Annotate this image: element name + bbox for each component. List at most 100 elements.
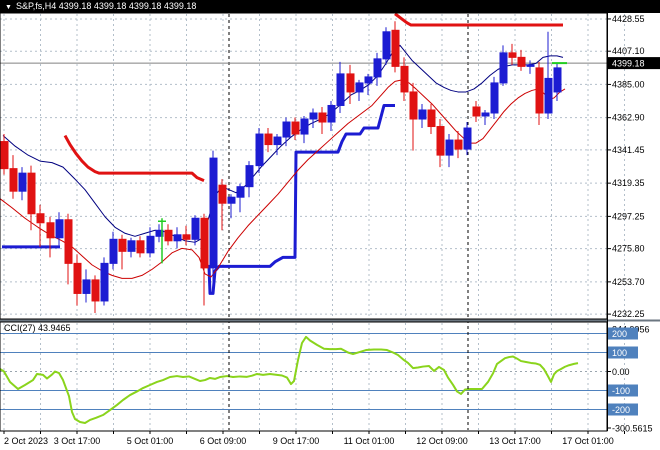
candle-body [245, 165, 254, 188]
candle-body [508, 52, 517, 58]
candle [355, 79, 364, 101]
candle [282, 117, 291, 147]
candle-body [264, 133, 273, 146]
candle [382, 27, 391, 65]
price-axis[interactable]: 4428.55 4407.10 4385.00 4362.90 4341.45 4319.… [608, 14, 660, 319]
candle [136, 236, 145, 258]
time-axis-label: 17 Oct 01:00 [562, 436, 614, 446]
candle [300, 116, 309, 144]
candle [164, 224, 173, 246]
candle-body [544, 77, 553, 114]
candle-body [64, 219, 73, 264]
candle-body [218, 184, 227, 204]
candle [227, 194, 236, 219]
candle-body [463, 127, 472, 150]
price-axis-label: 4341.45 [612, 145, 645, 155]
candle [318, 106, 327, 135]
candle-body [517, 56, 526, 67]
candle-body [382, 31, 391, 60]
candle [9, 155, 18, 199]
candle-body [236, 186, 245, 198]
candle-body [472, 106, 481, 117]
price-axis-label: 4428.55 [612, 14, 645, 24]
price-axis-label: 4319.35 [612, 178, 645, 188]
candle [155, 224, 164, 243]
candle-body [255, 133, 264, 167]
candle-body [191, 217, 200, 240]
trend-step-line-down [63, 134, 205, 183]
candle [364, 73, 373, 95]
chart-header: ▼ S&P,fs,H4 4399.18 4399.18 4399.18 4399.… [0, 0, 660, 13]
candle-body [418, 109, 427, 120]
time-axis-label: 9 Oct 17:00 [273, 436, 320, 446]
candle-body [553, 67, 562, 93]
candle [499, 45, 508, 86]
candle [264, 128, 273, 153]
candle-body [227, 196, 236, 204]
candle [118, 234, 127, 270]
candle-body [91, 279, 100, 302]
candle [82, 269, 91, 303]
candle-body [182, 234, 191, 240]
candle [391, 21, 400, 73]
candle-body [490, 82, 499, 114]
candle [445, 134, 454, 168]
cci-line [0, 335, 579, 424]
candle [517, 49, 526, 71]
candle-body [100, 262, 109, 302]
candle [55, 212, 64, 246]
candle-body [336, 73, 345, 106]
cci-axis[interactable]: 244.99562001000.00-100-200-300.5615 [608, 325, 653, 434]
trend-step-line-down [394, 12, 563, 27]
cci-level-box [608, 346, 638, 359]
candle [200, 213, 209, 306]
cci-panel[interactable]: CCI(27) 43.9465 [0, 323, 607, 424]
candle [64, 213, 73, 285]
current-price-label: 4399.18 [612, 59, 645, 69]
candle [535, 61, 544, 126]
candle-body [18, 172, 27, 192]
candle [255, 128, 264, 174]
candle [18, 167, 27, 201]
candle-body [526, 64, 535, 67]
candle [191, 215, 200, 246]
price-axis-label: 4297.25 [612, 211, 645, 221]
candle [400, 57, 409, 101]
time-axis[interactable]: 2 Oct 2023 3 Oct 17:00 5 Oct 01:00 6 Oct 09… [3, 431, 625, 446]
candle [236, 183, 245, 213]
candles [0, 21, 562, 313]
candle-body [273, 136, 282, 146]
main-chart[interactable] [0, 12, 567, 313]
candle [436, 119, 445, 168]
candle-body [173, 234, 182, 242]
time-axis-label: 5 Oct 01:00 [127, 436, 174, 446]
candle-body [155, 229, 164, 237]
candle-body [209, 157, 218, 269]
candle [100, 257, 109, 306]
candle-body [200, 217, 209, 269]
time-axis-label: 2 Oct 2023 [4, 436, 48, 446]
ma-line-slow [0, 79, 566, 279]
candle [418, 103, 427, 129]
candle [218, 179, 227, 231]
candle [273, 134, 282, 156]
candle [346, 64, 355, 104]
candle-body [391, 29, 400, 67]
candle [526, 60, 535, 74]
candle-body [73, 262, 82, 294]
candle-body [481, 112, 490, 117]
candle [173, 227, 182, 249]
cci-level-box [608, 403, 638, 416]
candle-body [282, 121, 291, 138]
symbol-dropdown-icon[interactable]: ▼ [5, 4, 12, 11]
candle [109, 231, 118, 270]
cci-indicator-label: CCI(27) 43.9465 [4, 323, 71, 333]
candle [0, 134, 9, 175]
candle-body [327, 104, 336, 123]
time-axis-label: 3 Oct 17:00 [54, 436, 101, 446]
candle-body [146, 235, 155, 254]
candle [46, 216, 55, 258]
candle [508, 43, 517, 65]
candle [91, 275, 100, 313]
